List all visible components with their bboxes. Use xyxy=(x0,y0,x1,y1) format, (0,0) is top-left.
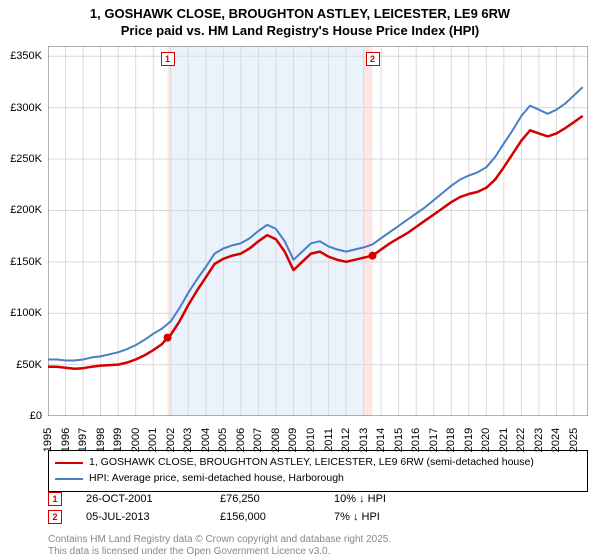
title-subtitle: Price paid vs. HM Land Registry's House … xyxy=(0,23,600,40)
sale-row: 2 05-JUL-2013 £156,000 7% ↓ HPI xyxy=(48,510,588,524)
y-tick-label: £300K xyxy=(10,102,42,114)
legend-label: HPI: Average price, semi-detached house,… xyxy=(89,471,344,487)
x-tick-label: 2019 xyxy=(463,428,475,452)
x-tick-label: 2024 xyxy=(550,428,562,452)
x-tick-label: 2013 xyxy=(358,428,370,452)
x-tick-label: 2015 xyxy=(393,428,405,452)
x-tick-label: 2005 xyxy=(217,428,229,452)
x-tick-label: 2022 xyxy=(515,428,527,452)
x-tick-label: 1999 xyxy=(112,428,124,452)
x-tick-label: 2025 xyxy=(568,428,580,452)
x-tick-label: 2017 xyxy=(428,428,440,452)
y-tick-label: £200K xyxy=(10,204,42,216)
sale-marker-icon: 1 xyxy=(48,492,62,506)
sale-marker-2: 2 xyxy=(366,52,380,66)
x-tick-label: 2016 xyxy=(410,428,422,452)
x-tick-label: 2012 xyxy=(340,428,352,452)
attribution: Contains HM Land Registry data © Crown c… xyxy=(48,534,391,558)
x-tick-label: 2011 xyxy=(323,428,335,452)
sale-marker-icon: 2 xyxy=(48,510,62,524)
x-tick-label: 2010 xyxy=(305,428,317,452)
x-tick-label: 2014 xyxy=(375,428,387,452)
x-tick-label: 2006 xyxy=(235,428,247,452)
x-tick-label: 2007 xyxy=(252,428,264,452)
y-tick-label: £250K xyxy=(10,153,42,165)
legend-row: HPI: Average price, semi-detached house,… xyxy=(55,471,581,487)
sale-date: 26-OCT-2001 xyxy=(86,493,196,505)
legend-row: 1, GOSHAWK CLOSE, BROUGHTON ASTLEY, LEIC… xyxy=(55,455,581,471)
x-tick-label: 2003 xyxy=(182,428,194,452)
line-chart-svg xyxy=(48,46,588,416)
title-block: 1, GOSHAWK CLOSE, BROUGHTON ASTLEY, LEIC… xyxy=(0,0,600,40)
legend-box: 1, GOSHAWK CLOSE, BROUGHTON ASTLEY, LEIC… xyxy=(48,450,588,492)
sale-delta: 10% ↓ HPI xyxy=(334,493,444,505)
x-tick-label: 2000 xyxy=(130,428,142,452)
y-tick-label: £0 xyxy=(30,410,42,422)
chart-area: £0£50K£100K£150K£200K£250K£300K£350K 199… xyxy=(48,46,588,416)
x-tick-label: 1996 xyxy=(60,428,72,452)
x-tick-label: 2023 xyxy=(533,428,545,452)
x-tick-label: 2021 xyxy=(498,428,510,452)
legend-swatch xyxy=(55,462,83,464)
x-tick-label: 1995 xyxy=(42,428,54,452)
title-address: 1, GOSHAWK CLOSE, BROUGHTON ASTLEY, LEIC… xyxy=(0,6,600,23)
sale-date: 05-JUL-2013 xyxy=(86,511,196,523)
x-tick-label: 2018 xyxy=(445,428,457,452)
sale-row: 1 26-OCT-2001 £76,250 10% ↓ HPI xyxy=(48,492,588,506)
y-tick-label: £350K xyxy=(10,50,42,62)
x-tick-label: 2002 xyxy=(165,428,177,452)
sale-price: £76,250 xyxy=(220,493,310,505)
x-tick-label: 2009 xyxy=(287,428,299,452)
x-tick-label: 2008 xyxy=(270,428,282,452)
sale-price: £156,000 xyxy=(220,511,310,523)
sale-marker-1: 1 xyxy=(161,52,175,66)
attribution-line2: This data is licensed under the Open Gov… xyxy=(48,546,391,558)
y-tick-label: £100K xyxy=(10,307,42,319)
chart-container: 1, GOSHAWK CLOSE, BROUGHTON ASTLEY, LEIC… xyxy=(0,0,600,560)
x-tick-label: 2004 xyxy=(200,428,212,452)
y-tick-label: £150K xyxy=(10,256,42,268)
sale-delta: 7% ↓ HPI xyxy=(334,511,444,523)
legend-swatch xyxy=(55,478,83,480)
attribution-line1: Contains HM Land Registry data © Crown c… xyxy=(48,534,391,546)
x-tick-label: 1998 xyxy=(95,428,107,452)
legend-label: 1, GOSHAWK CLOSE, BROUGHTON ASTLEY, LEIC… xyxy=(89,455,534,471)
x-tick-label: 2020 xyxy=(480,428,492,452)
x-tick-label: 1997 xyxy=(77,428,89,452)
x-tick-label: 2001 xyxy=(147,428,159,452)
sales-table: 1 26-OCT-2001 £76,250 10% ↓ HPI 2 05-JUL-2013… xyxy=(48,492,588,528)
y-tick-label: £50K xyxy=(16,359,42,371)
